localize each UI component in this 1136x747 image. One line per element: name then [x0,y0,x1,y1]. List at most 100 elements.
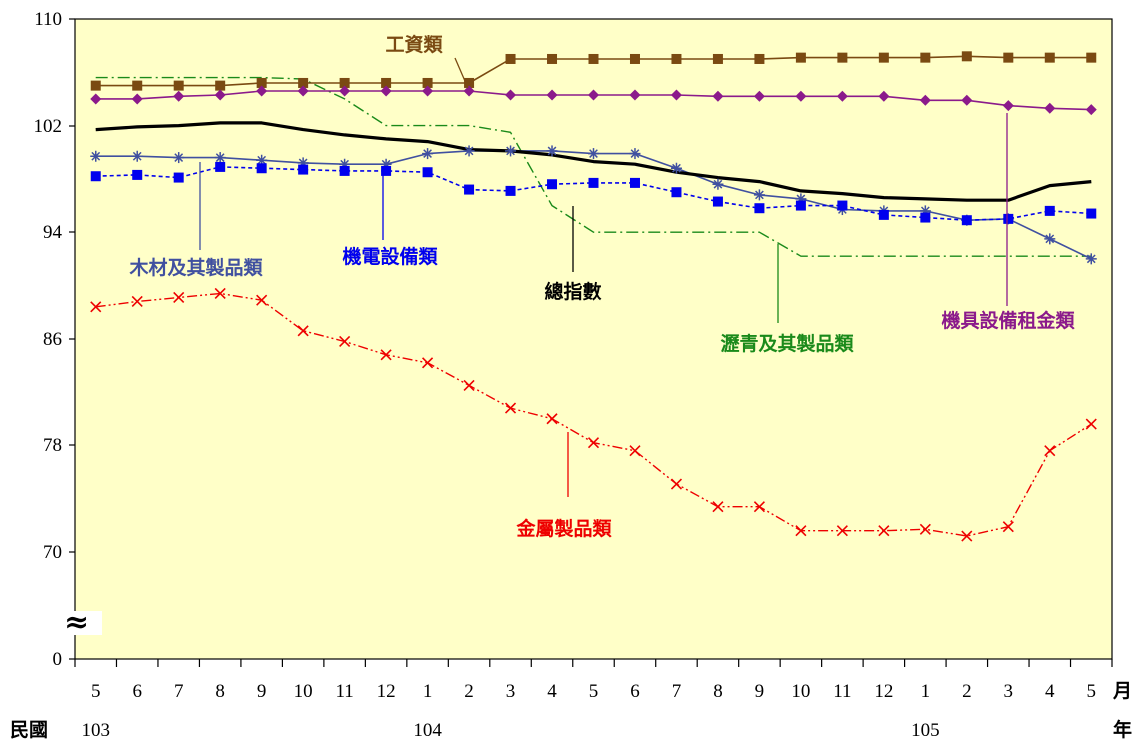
series-point [214,287,226,300]
series-point [670,478,683,490]
series-point [463,145,475,157]
series-point [795,52,806,63]
series-point [878,52,889,63]
x-tick-label: 2 [464,681,474,702]
x-tick-label: 9 [257,681,267,702]
series-point [422,77,433,88]
series-point [173,291,185,304]
x-tick-label: 5 [1087,681,1097,702]
series-point [629,89,641,101]
series-point [256,85,268,97]
series-point [298,77,309,88]
series-point [754,203,765,214]
y-tick-label: 70 [43,542,62,563]
series-point [505,145,517,157]
x-tick-label: 11 [335,681,353,702]
series-point [380,349,392,361]
axis-break-symbol: ≈ [64,605,89,640]
series-point [381,165,392,176]
series-label: 總指數 [544,280,601,303]
series-point [464,184,475,195]
series-point [132,169,143,180]
series-point [670,89,682,101]
series-point [381,77,392,88]
y-tick-label: 94 [43,222,63,243]
series-point [919,94,931,106]
series-point [712,53,723,64]
series-point [505,89,517,101]
series-point [297,325,309,337]
x-tick-label: 12 [377,681,396,702]
series-point [837,200,848,211]
series-point [546,89,558,101]
series-point [1085,104,1097,116]
series-point [961,51,972,62]
plot-area [74,18,1113,660]
x-tick-label: 8 [713,681,723,702]
year-label: 104 [413,720,442,741]
year-prefix: 民國 [10,719,48,741]
series-point [671,187,682,198]
series-point [712,178,724,190]
series-point [712,90,724,102]
series-point [795,525,807,537]
series-point [878,525,890,537]
x-tick-label: 1 [921,681,931,702]
series-point [920,52,931,63]
series-point [1044,445,1056,457]
series-point [961,215,972,226]
x-tick-label: 1 [423,681,433,702]
series-point [131,93,143,105]
series-point [131,150,143,162]
year-suffix: 年 [1113,718,1132,741]
series-point [339,85,351,97]
series-point [90,301,102,313]
series-point [1086,52,1097,63]
series-point [90,80,101,91]
series-point [629,148,641,160]
series-point [1044,52,1055,63]
series-point [629,177,640,188]
series-point [505,185,516,196]
series-point [795,90,807,102]
x-tick-label: 3 [1004,681,1014,702]
series-point [505,53,516,64]
series-point [1044,102,1056,114]
year-label: 103 [81,720,110,741]
series-point [297,85,309,97]
series-point [298,164,309,175]
x-tick-label: 2 [962,681,972,702]
series-point [380,85,392,97]
series-leader-line [454,57,469,89]
series-point [1003,52,1014,63]
series-point [463,85,475,97]
series-point [753,90,765,102]
series-point [173,90,185,102]
series-point [464,77,475,88]
x-tick-label: 12 [874,681,893,702]
x-tick-label: 9 [755,681,765,702]
series-point [214,152,226,164]
series-label: 瀝青及其製品類 [720,333,854,355]
series-label: 金屬製品類 [515,517,612,540]
x-tick-label: 5 [91,681,101,702]
series-point [173,152,185,164]
series-point [712,196,723,207]
series-point [961,530,973,542]
series-point [215,161,226,172]
series-point [547,53,558,64]
x-tick-label: 4 [547,681,557,702]
series-label: 木材及其製品類 [128,256,263,279]
x-tick-label: 3 [506,681,516,702]
series-point [256,294,268,306]
series-point [422,357,434,369]
series-point [795,200,806,211]
series-point [588,53,599,64]
series-point [1044,205,1055,216]
x-tick-label: 7 [672,681,682,702]
series-point [1003,213,1014,224]
x-tick-label: 11 [833,681,851,702]
series-point [90,93,102,105]
series-point [339,77,350,88]
